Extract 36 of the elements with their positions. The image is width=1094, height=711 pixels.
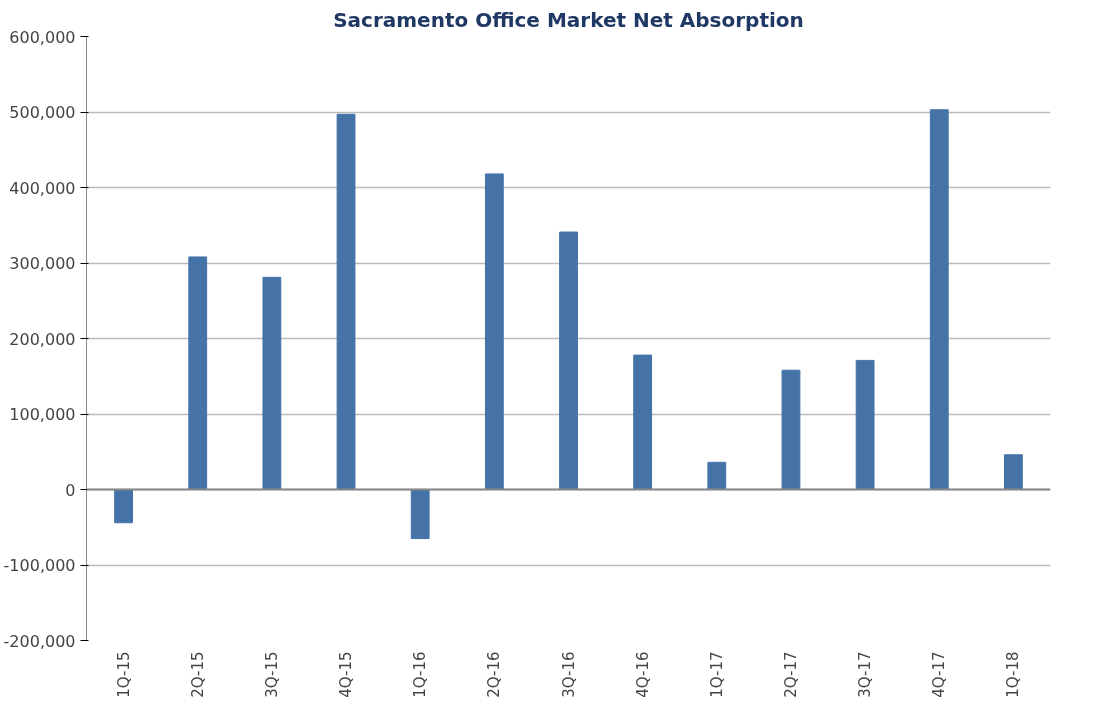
y-tick-label: -100,000 xyxy=(3,556,76,575)
chart-title: Sacramento Office Market Net Absorption xyxy=(333,7,804,32)
x-tick-label: 2Q-17 xyxy=(781,651,800,698)
y-tick-label: 0 xyxy=(65,480,76,500)
x-tick-label: 3Q-15 xyxy=(262,651,281,698)
x-tick-label: 1Q-15 xyxy=(114,651,133,698)
y-tick-label: 300,000 xyxy=(9,254,76,273)
x-tick-label: 4Q-15 xyxy=(337,651,356,698)
y-tick-label: 600,000 xyxy=(9,27,76,47)
x-tick-label: 3Q-17 xyxy=(856,651,875,698)
x-tick-label: 4Q-16 xyxy=(633,651,652,698)
x-tick-label: 2Q-16 xyxy=(485,651,504,698)
bar xyxy=(855,359,875,490)
x-tick-label: 1Q-17 xyxy=(707,651,726,698)
x-tick-label: 4Q-17 xyxy=(930,651,949,698)
bar xyxy=(336,113,356,490)
bar xyxy=(559,231,578,490)
bar xyxy=(410,489,430,540)
bar xyxy=(188,256,208,490)
y-tick-label: -200,000 xyxy=(3,631,76,651)
y-tick-label: 200,000 xyxy=(9,329,76,349)
bar xyxy=(707,461,727,490)
bar xyxy=(262,276,282,490)
x-tick-label: 1Q-16 xyxy=(411,651,430,698)
bar xyxy=(1004,454,1023,490)
x-tick-label: 1Q-18 xyxy=(1004,651,1023,698)
x-tick-label: 3Q-16 xyxy=(559,651,578,698)
y-tick-label: 100,000 xyxy=(9,405,76,424)
bar xyxy=(484,173,504,490)
y-tick-label: 500,000 xyxy=(9,103,76,122)
bar xyxy=(633,354,653,490)
bar xyxy=(929,109,949,490)
bar xyxy=(114,489,133,524)
x-tick-label: 2Q-15 xyxy=(188,651,207,698)
bar xyxy=(781,369,801,490)
y-tick-label: 400,000 xyxy=(9,178,76,198)
